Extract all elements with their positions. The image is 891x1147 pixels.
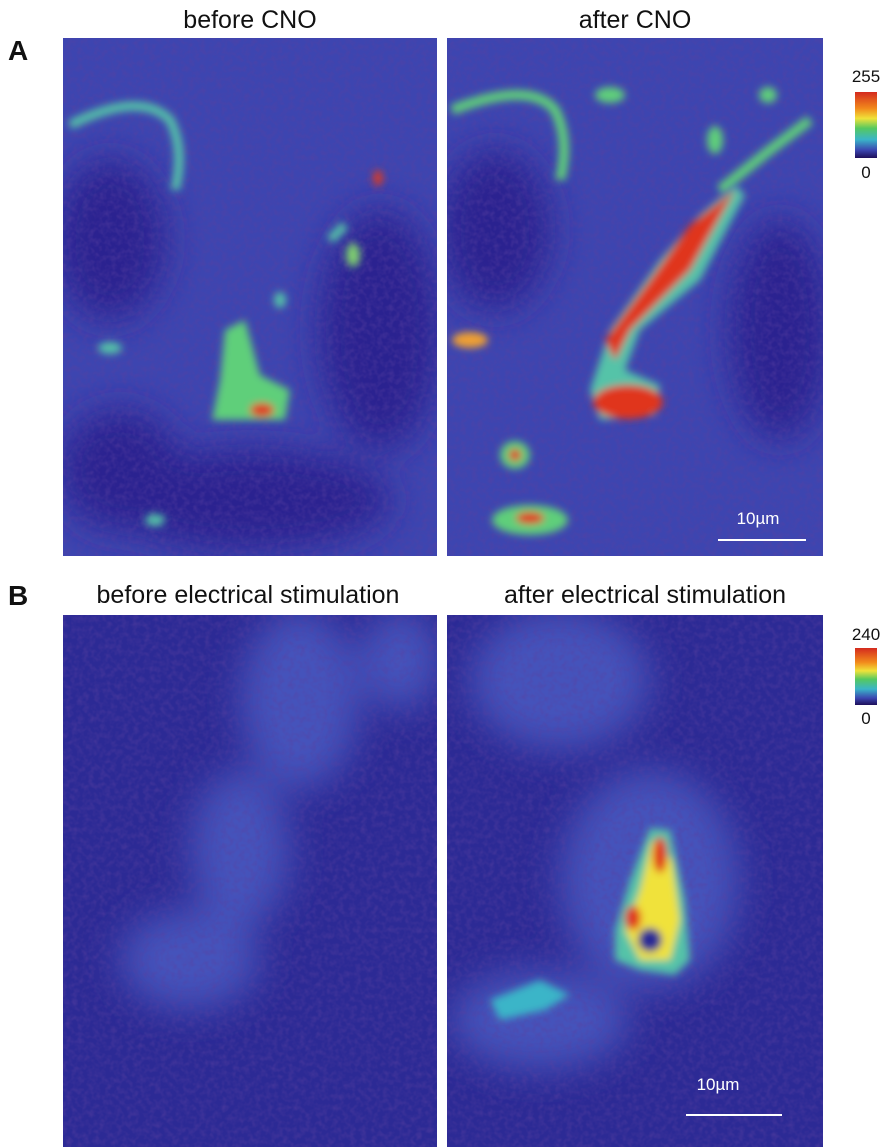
colorbar-min: 0 <box>861 163 870 182</box>
colorbar-max: 255 <box>852 67 880 86</box>
micrograph <box>55 38 440 556</box>
colorbar <box>855 648 877 705</box>
image-title: before CNO <box>183 6 316 34</box>
image-title: before electrical stimulation <box>97 581 400 609</box>
image-title: after CNO <box>579 6 692 34</box>
scale-bar-label: 10µm <box>737 509 780 528</box>
figure: A before CNO after CNO <box>0 0 891 1147</box>
micrograph <box>447 610 823 1147</box>
colorbar-min: 0 <box>861 709 870 728</box>
panel-label: B <box>8 580 28 611</box>
panel-label: A <box>8 35 28 66</box>
colorbar-max: 240 <box>852 625 880 644</box>
image-title: after electrical stimulation <box>504 581 786 609</box>
micrograph <box>440 38 830 556</box>
scale-bar-label: 10µm <box>697 1075 740 1094</box>
micrograph <box>63 610 440 1147</box>
colorbar <box>855 92 877 158</box>
